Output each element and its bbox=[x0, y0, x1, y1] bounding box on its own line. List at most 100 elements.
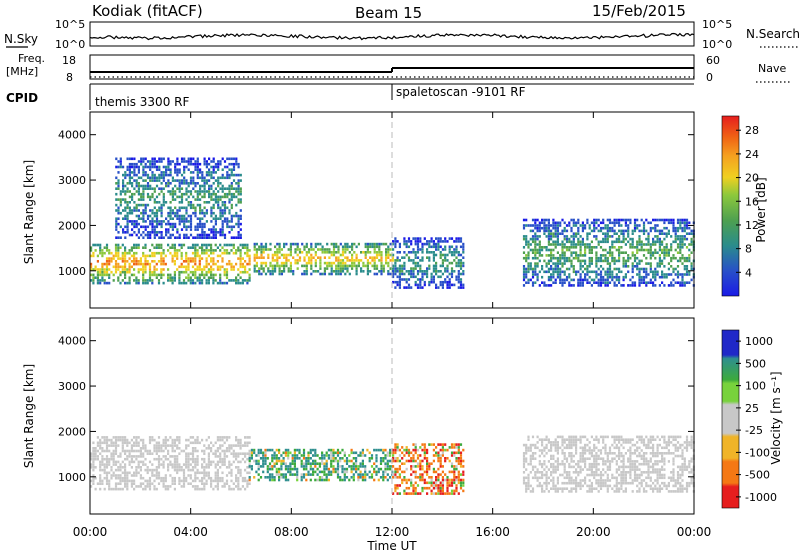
echo-cell bbox=[237, 444, 240, 447]
echo-cell bbox=[153, 201, 156, 204]
echo-cell bbox=[171, 444, 174, 447]
echo-cell bbox=[441, 478, 444, 482]
echo-cell bbox=[298, 248, 302, 251]
echo-cell bbox=[171, 233, 174, 237]
echo-cell bbox=[135, 260, 138, 263]
echo-cell bbox=[164, 254, 167, 258]
echo-cell bbox=[92, 460, 95, 464]
echo-cell bbox=[683, 259, 686, 263]
echo-cell bbox=[283, 267, 286, 270]
echo-cell bbox=[613, 256, 616, 260]
echo-cell bbox=[430, 237, 433, 240]
echo-cell bbox=[638, 229, 641, 233]
echo-cell bbox=[207, 476, 210, 480]
echo-cell bbox=[112, 460, 115, 464]
echo-cell bbox=[339, 253, 342, 257]
echo-cell bbox=[355, 459, 358, 463]
echo-cell bbox=[444, 473, 447, 476]
echo-cell bbox=[287, 448, 290, 452]
echo-cell bbox=[180, 466, 183, 469]
echo-cell bbox=[205, 463, 208, 466]
echo-cell bbox=[380, 253, 383, 257]
echo-cell bbox=[203, 485, 206, 488]
echo-cell bbox=[115, 236, 118, 239]
echo-cell bbox=[253, 476, 256, 479]
echo-cell bbox=[642, 267, 646, 271]
echo-cell bbox=[235, 157, 238, 161]
echo-cell bbox=[534, 465, 537, 469]
echo-cell bbox=[357, 467, 360, 471]
echo-cell bbox=[332, 270, 336, 273]
echo-cell bbox=[196, 455, 199, 458]
echo-cell bbox=[437, 443, 440, 446]
echo-cell bbox=[305, 462, 308, 465]
echo-cell bbox=[522, 476, 526, 480]
echo-cell bbox=[378, 248, 381, 251]
echo-cell bbox=[647, 273, 650, 276]
echo-cell bbox=[547, 275, 550, 279]
echo-cell bbox=[611, 221, 614, 225]
echo-cell bbox=[117, 236, 120, 239]
echo-cell bbox=[423, 451, 426, 455]
echo-cell bbox=[384, 470, 387, 474]
echo-cell bbox=[90, 485, 93, 488]
echo-cell bbox=[169, 460, 172, 464]
echo-cell bbox=[241, 243, 244, 247]
echo-cell bbox=[559, 270, 562, 274]
echo-cell bbox=[441, 454, 444, 457]
echo-cell bbox=[219, 479, 222, 483]
echo-cell bbox=[210, 265, 213, 269]
echo-cell bbox=[350, 448, 353, 452]
echo-cell bbox=[670, 284, 673, 287]
echo-cell bbox=[173, 487, 176, 491]
echo-cell bbox=[525, 254, 528, 257]
echo-cell bbox=[219, 209, 222, 212]
echo-cell bbox=[160, 209, 163, 212]
echo-cell bbox=[419, 478, 422, 482]
echo-cell bbox=[158, 160, 161, 163]
echo-cell bbox=[428, 264, 431, 268]
echo-cell bbox=[176, 257, 179, 260]
echo-cell bbox=[99, 466, 102, 469]
echo-cell bbox=[99, 441, 102, 445]
echo-cell bbox=[545, 248, 548, 252]
echo-cell bbox=[266, 476, 269, 479]
echo-cell bbox=[301, 272, 304, 276]
echo-cell bbox=[638, 224, 641, 227]
echo-cell bbox=[681, 281, 684, 284]
echo-cell bbox=[444, 270, 447, 273]
echo-cell bbox=[133, 262, 136, 266]
echo-cell bbox=[250, 451, 253, 455]
echo-cell bbox=[328, 251, 331, 254]
echo-cell bbox=[672, 224, 675, 227]
echo-cell bbox=[351, 253, 354, 257]
echo-cell bbox=[457, 278, 460, 281]
echo-cell bbox=[214, 273, 217, 277]
echo-cell bbox=[235, 444, 238, 447]
echo-cell bbox=[522, 218, 526, 222]
echo-cell bbox=[674, 281, 677, 284]
echo-cell bbox=[124, 257, 127, 260]
echo-cell bbox=[638, 284, 641, 287]
echo-cell bbox=[386, 473, 389, 476]
echo-cell bbox=[90, 246, 93, 249]
echo-cell bbox=[171, 192, 174, 196]
echo-cell bbox=[131, 228, 134, 231]
echo-cell bbox=[432, 467, 435, 471]
echo-cell bbox=[274, 267, 277, 270]
echo-cell bbox=[423, 272, 426, 276]
echo-cell bbox=[110, 438, 113, 442]
echo-cell bbox=[223, 211, 227, 215]
echo-cell bbox=[171, 438, 174, 442]
echo-cell bbox=[235, 173, 238, 177]
echo-cell bbox=[531, 224, 535, 227]
echo-cell bbox=[268, 478, 272, 482]
echo-cell bbox=[426, 492, 429, 495]
echo-cell bbox=[237, 273, 240, 277]
echo-cell bbox=[99, 246, 102, 249]
echo-cell bbox=[441, 470, 444, 474]
echo-cell bbox=[325, 476, 328, 479]
echo-cell bbox=[216, 463, 219, 466]
echo-cell bbox=[339, 451, 342, 455]
